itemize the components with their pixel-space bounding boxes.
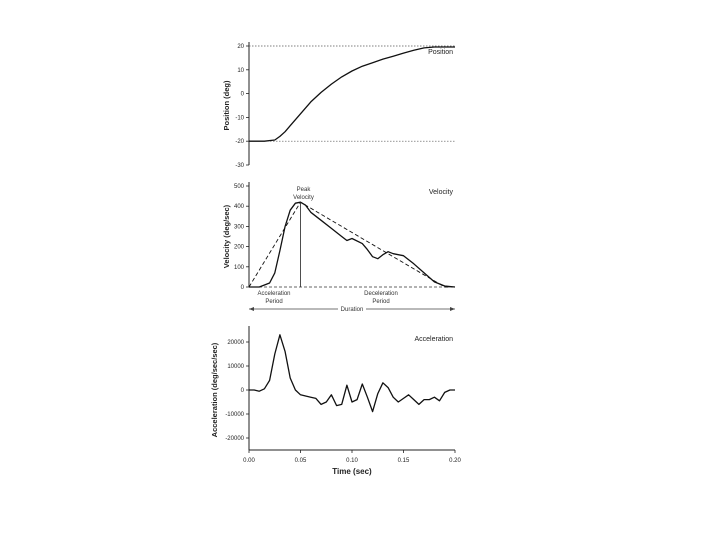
y-tick-label: 100	[234, 265, 245, 271]
y-tick-label: -30	[235, 163, 244, 169]
y-tick-label: 0	[241, 92, 245, 98]
y-tick-label: 10	[237, 68, 244, 74]
series-line-1	[249, 334, 455, 413]
x-tick-label: 0.05	[295, 458, 307, 464]
panel-3: 20000 10000 0 -10000 -20000 Acceleration (deg…	[210, 326, 461, 476]
x-tick-label: 0.15	[398, 458, 410, 464]
arrow-head	[249, 307, 254, 311]
panel-label: Position	[428, 49, 453, 56]
y-tick-label: 0	[241, 285, 245, 291]
peak-label: Velocity	[293, 195, 314, 201]
y-axis-label: Velocity (deg/sec)	[222, 204, 231, 268]
series-line-1	[249, 46, 455, 142]
panel-label: Acceleration	[414, 336, 453, 343]
duration-label: Duration	[341, 307, 364, 313]
panel-2: 500 400 300 200 100 0 Velocity (deg/sec) Veloci…	[222, 182, 456, 313]
peak-label: Peak	[297, 187, 312, 193]
y-axis-label: Acceleration (deg/sec/sec)	[210, 342, 219, 437]
y-tick-label: 300	[234, 224, 245, 230]
decel-label: Period	[372, 299, 389, 305]
x-tick-label: 0.20	[449, 458, 461, 464]
decel-label: Deceleration	[364, 291, 398, 297]
y-tick-label: 500	[234, 184, 245, 190]
panel-label: Velocity	[429, 189, 454, 196]
y-tick-label: -20	[235, 139, 244, 145]
accel-label: Period	[265, 299, 282, 305]
duration-bg	[338, 305, 366, 313]
y-tick-label: 20000	[227, 340, 244, 346]
y-tick-label: 20	[237, 44, 244, 50]
series-line-1	[249, 201, 456, 288]
y-tick-label: 0	[241, 388, 245, 394]
y-tick-label: -10	[235, 115, 244, 121]
y-tick-label: 10000	[227, 364, 244, 370]
y-tick-label: -20000	[225, 436, 244, 442]
y-axis-label: Position (deg)	[222, 80, 231, 130]
accel-label: Acceleration	[257, 291, 290, 297]
y-tick-label: -10000	[225, 412, 244, 418]
y-tick-label: 400	[234, 204, 245, 210]
y-tick-label: 200	[234, 245, 245, 251]
x-axis-label: Time (sec)	[332, 467, 372, 476]
arrow-head	[450, 307, 455, 311]
x-tick-label: 0.00	[243, 458, 255, 464]
x-tick-label: 0.10	[346, 458, 358, 464]
panel-1: 20 10 0 -10 -20 -30 Position (deg) Position	[222, 42, 455, 169]
series-line-2	[248, 201, 455, 288]
